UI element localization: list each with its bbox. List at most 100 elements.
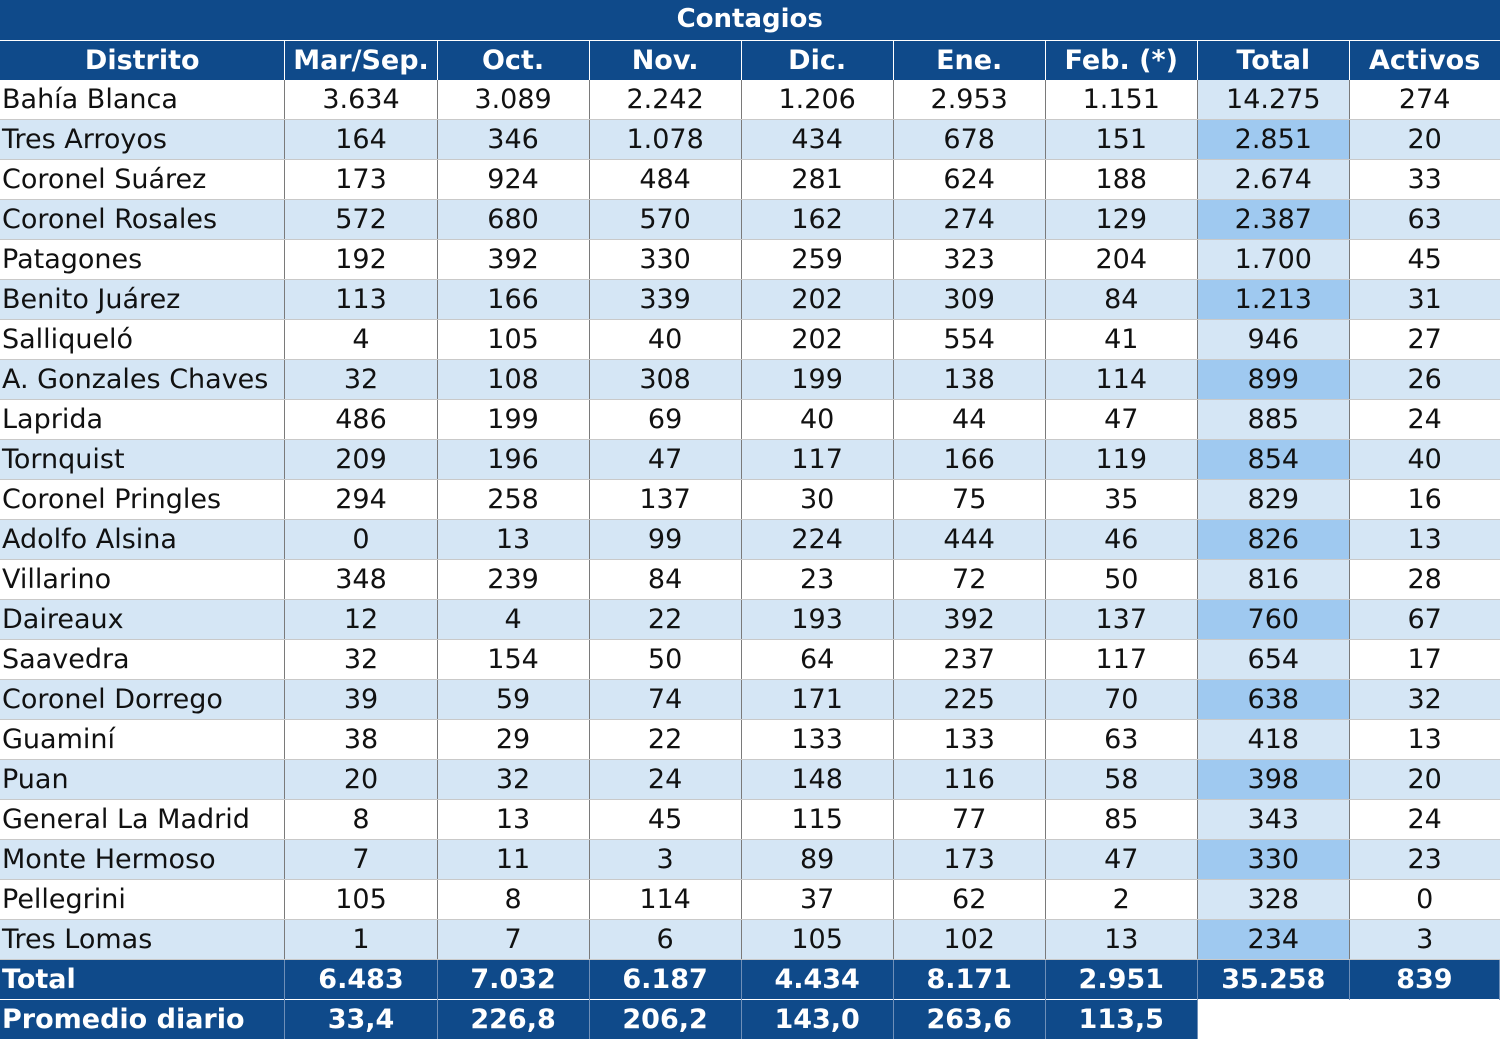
column-header-row: Distrito Mar/Sep. Oct. Nov. Dic. Ene. Feb. (*)… bbox=[0, 40, 1500, 80]
month-cases-cell: 38 bbox=[284, 719, 438, 760]
column-header: Feb. (*) bbox=[1045, 40, 1198, 80]
month-cases-cell: 50 bbox=[1045, 559, 1198, 600]
district-name: Coronel Pringles bbox=[0, 479, 286, 520]
active-cases-cell: 45 bbox=[1349, 239, 1500, 280]
month-cases-cell: 2.242 bbox=[589, 79, 742, 120]
district-name: Coronel Suárez bbox=[0, 159, 286, 200]
district-name: Adolfo Alsina bbox=[0, 519, 286, 560]
row-total-cell: 654 bbox=[1197, 639, 1350, 680]
month-cases-cell: 59 bbox=[437, 679, 590, 720]
total-cell: 35.258 bbox=[1197, 958, 1350, 999]
month-cases-cell: 113 bbox=[284, 279, 438, 320]
month-cases-cell: 148 bbox=[741, 759, 894, 800]
total-cell: 8.171 bbox=[893, 958, 1046, 999]
active-cases-cell: 32 bbox=[1349, 679, 1500, 720]
month-cases-cell: 24 bbox=[589, 759, 742, 800]
month-cases-cell: 8 bbox=[437, 879, 590, 920]
average-cell: 226,8 bbox=[437, 998, 590, 1039]
district-name: Benito Juárez bbox=[0, 279, 286, 320]
month-cases-cell: 117 bbox=[1045, 639, 1198, 680]
month-cases-cell: 151 bbox=[1045, 119, 1198, 160]
month-cases-cell: 2.953 bbox=[893, 79, 1046, 120]
month-cases-cell: 64 bbox=[741, 639, 894, 680]
month-cases-cell: 35 bbox=[1045, 479, 1198, 520]
table-row: Coronel Rosales 572 680 570 162 274 129 2.387 63 bbox=[0, 199, 1500, 240]
table-row: Laprida 486 199 69 40 44 47 885 24 bbox=[0, 399, 1500, 440]
row-total-cell: 418 bbox=[1197, 719, 1350, 760]
month-cases-cell: 116 bbox=[893, 759, 1046, 800]
row-total-cell: 1.700 bbox=[1197, 239, 1350, 280]
active-cases-cell: 26 bbox=[1349, 359, 1500, 400]
district-name: Guaminí bbox=[0, 719, 286, 760]
active-cases-cell: 67 bbox=[1349, 599, 1500, 640]
month-cases-cell: 0 bbox=[284, 519, 438, 560]
total-label: Total bbox=[0, 958, 286, 999]
month-cases-cell: 13 bbox=[437, 799, 590, 840]
district-name: Pellegrini bbox=[0, 879, 286, 920]
active-cases-cell: 23 bbox=[1349, 839, 1500, 880]
average-label: Promedio diario bbox=[0, 998, 286, 1039]
month-cases-cell: 554 bbox=[893, 319, 1046, 360]
month-cases-cell: 3.089 bbox=[437, 79, 590, 120]
month-cases-cell: 41 bbox=[1045, 319, 1198, 360]
month-cases-cell: 47 bbox=[589, 439, 742, 480]
active-cases-cell: 20 bbox=[1349, 119, 1500, 160]
month-cases-cell: 209 bbox=[284, 439, 438, 480]
month-cases-cell: 434 bbox=[741, 119, 894, 160]
month-cases-cell: 204 bbox=[1045, 239, 1198, 280]
average-cell: 143,0 bbox=[741, 998, 894, 1039]
active-cases-cell: 16 bbox=[1349, 479, 1500, 520]
month-cases-cell: 274 bbox=[893, 199, 1046, 240]
month-cases-cell: 39 bbox=[284, 679, 438, 720]
month-cases-cell: 20 bbox=[284, 759, 438, 800]
district-name: Monte Hermoso bbox=[0, 839, 286, 880]
month-cases-cell: 22 bbox=[589, 599, 742, 640]
total-cell: 6.483 bbox=[284, 958, 438, 999]
month-cases-cell: 1.078 bbox=[589, 119, 742, 160]
month-cases-cell: 114 bbox=[1045, 359, 1198, 400]
month-cases-cell: 75 bbox=[893, 479, 1046, 520]
table-row: Tres Arroyos 164 346 1.078 434 678 151 2.851 20 bbox=[0, 119, 1500, 160]
month-cases-cell: 7 bbox=[284, 839, 438, 880]
column-header: Total bbox=[1197, 40, 1350, 80]
table-body: Bahía Blanca 3.634 3.089 2.242 1.206 2.953 1.1… bbox=[0, 79, 1500, 960]
month-cases-cell: 166 bbox=[893, 439, 1046, 480]
district-name: Saavedra bbox=[0, 639, 286, 680]
month-cases-cell: 114 bbox=[589, 879, 742, 920]
month-cases-cell: 84 bbox=[1045, 279, 1198, 320]
month-cases-cell: 154 bbox=[437, 639, 590, 680]
month-cases-cell: 12 bbox=[284, 599, 438, 640]
month-cases-cell: 392 bbox=[437, 239, 590, 280]
month-cases-cell: 348 bbox=[284, 559, 438, 600]
month-cases-cell: 47 bbox=[1045, 399, 1198, 440]
month-cases-cell: 63 bbox=[1045, 719, 1198, 760]
month-cases-cell: 70 bbox=[1045, 679, 1198, 720]
row-total-cell: 330 bbox=[1197, 839, 1350, 880]
row-total-cell: 2.851 bbox=[1197, 119, 1350, 160]
table-title-row: Contagios bbox=[0, 0, 1500, 41]
active-cases-cell: 63 bbox=[1349, 199, 1500, 240]
month-cases-cell: 193 bbox=[741, 599, 894, 640]
month-cases-cell: 199 bbox=[437, 399, 590, 440]
month-cases-cell: 133 bbox=[893, 719, 1046, 760]
row-total-cell: 816 bbox=[1197, 559, 1350, 600]
month-cases-cell: 309 bbox=[893, 279, 1046, 320]
month-cases-cell: 22 bbox=[589, 719, 742, 760]
month-cases-cell: 339 bbox=[589, 279, 742, 320]
active-cases-cell: 28 bbox=[1349, 559, 1500, 600]
row-total-cell: 638 bbox=[1197, 679, 1350, 720]
month-cases-cell: 484 bbox=[589, 159, 742, 200]
month-cases-cell: 171 bbox=[741, 679, 894, 720]
table-row: Pellegrini 105 8 114 37 62 2 328 0 bbox=[0, 879, 1500, 920]
month-cases-cell: 308 bbox=[589, 359, 742, 400]
district-name: Patagones bbox=[0, 239, 286, 280]
month-cases-cell: 13 bbox=[437, 519, 590, 560]
active-cases-cell: 13 bbox=[1349, 519, 1500, 560]
month-cases-cell: 108 bbox=[437, 359, 590, 400]
table-row: Tornquist 209 196 47 117 166 119 854 40 bbox=[0, 439, 1500, 480]
table-row: Salliqueló 4 105 40 202 554 41 946 27 bbox=[0, 319, 1500, 360]
month-cases-cell: 3 bbox=[589, 839, 742, 880]
month-cases-cell: 162 bbox=[741, 199, 894, 240]
month-cases-cell: 133 bbox=[741, 719, 894, 760]
month-cases-cell: 47 bbox=[1045, 839, 1198, 880]
